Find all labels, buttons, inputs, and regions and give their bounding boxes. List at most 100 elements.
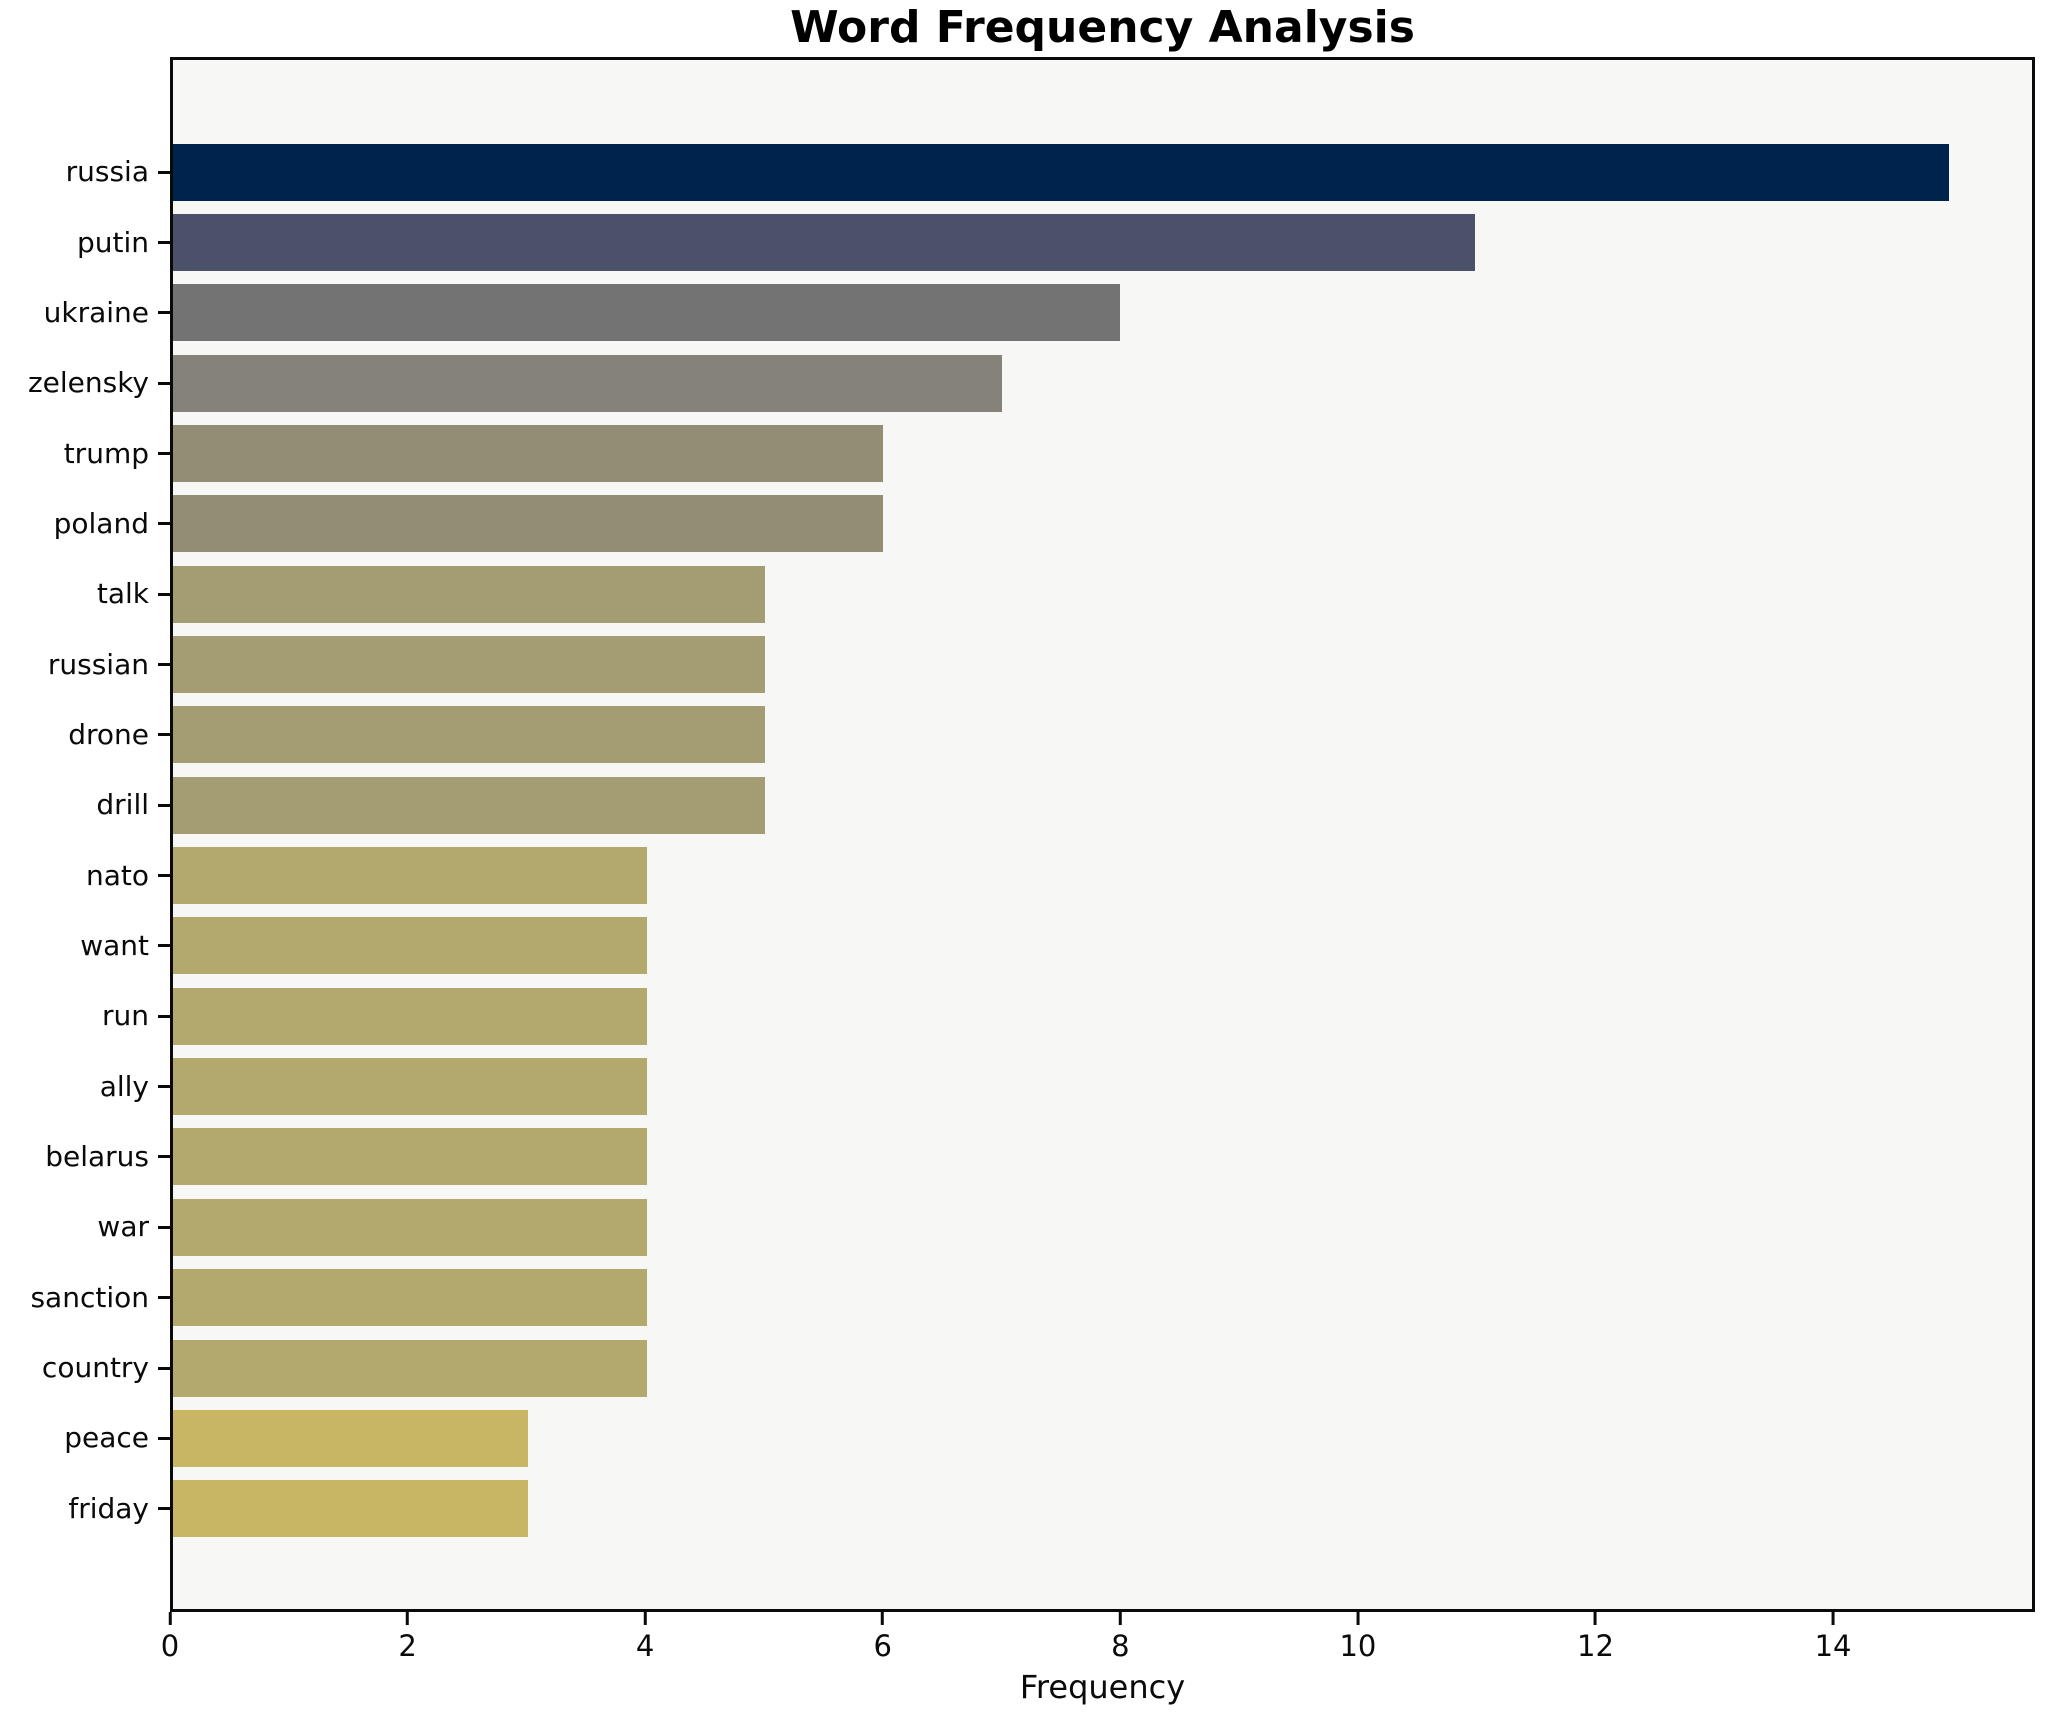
bar-talk bbox=[173, 565, 766, 623]
y-label-row: want bbox=[0, 911, 170, 981]
bar-row bbox=[173, 911, 2032, 981]
x-tick-label: 2 bbox=[398, 1629, 417, 1663]
y-tick-mark bbox=[158, 1366, 170, 1370]
bar-row bbox=[173, 418, 2032, 488]
x-tick-mark bbox=[406, 1612, 410, 1625]
y-label-russian: russian bbox=[47, 647, 149, 681]
y-label-row: zelensky bbox=[0, 348, 170, 418]
y-tick-mark bbox=[158, 592, 170, 596]
y-label-war: war bbox=[97, 1210, 149, 1244]
x-tick-label: 0 bbox=[160, 1629, 180, 1663]
x-tick-6: 6 bbox=[874, 1612, 892, 1661]
bar-row bbox=[173, 1333, 2032, 1403]
x-tick-2: 2 bbox=[398, 1612, 417, 1663]
bar-ally bbox=[173, 1058, 647, 1116]
x-tick-10: 10 bbox=[1339, 1612, 1376, 1661]
bar-row bbox=[173, 629, 2032, 699]
y-label-ukraine: ukraine bbox=[43, 295, 149, 329]
y-label-row: friday bbox=[0, 1474, 170, 1544]
bar-row bbox=[173, 348, 2032, 418]
x-tick-4: 4 bbox=[636, 1612, 654, 1661]
y-tick-mark bbox=[158, 663, 170, 667]
bars-area bbox=[173, 137, 2032, 1544]
y-label-row: nato bbox=[0, 840, 170, 910]
bar-row bbox=[173, 278, 2032, 348]
y-tick-mark bbox=[158, 1225, 170, 1229]
y-label-ally: ally bbox=[99, 1069, 149, 1103]
y-tick-mark bbox=[158, 1014, 170, 1018]
y-label-row: peace bbox=[0, 1403, 170, 1473]
bar-russia bbox=[173, 143, 1950, 201]
y-label-row: russian bbox=[0, 629, 170, 699]
y-label-run: run bbox=[101, 999, 149, 1033]
y-label-peace: peace bbox=[64, 1421, 149, 1455]
y-tick-mark bbox=[158, 944, 170, 948]
y-tick-mark bbox=[158, 452, 170, 456]
y-label-row: poland bbox=[0, 489, 170, 559]
y-label-russia: russia bbox=[65, 155, 149, 189]
bar-sanction bbox=[173, 1269, 647, 1327]
y-label-putin: putin bbox=[76, 225, 149, 259]
y-label-row: sanction bbox=[0, 1263, 170, 1333]
bar-row bbox=[173, 700, 2032, 770]
bar-want bbox=[173, 917, 647, 975]
y-label-nato: nato bbox=[85, 858, 149, 892]
y-label-drone: drone bbox=[68, 717, 149, 751]
y-tick-mark bbox=[158, 1085, 170, 1089]
x-tick-mark bbox=[1356, 1612, 1360, 1625]
y-label-row: trump bbox=[0, 418, 170, 488]
x-tick-label: 12 bbox=[1577, 1629, 1614, 1663]
bar-peace bbox=[173, 1409, 529, 1467]
bar-run bbox=[173, 987, 647, 1045]
bar-row bbox=[173, 1051, 2032, 1121]
x-tick-label: 6 bbox=[873, 1629, 892, 1663]
y-tick-mark bbox=[158, 311, 170, 315]
bar-row bbox=[173, 559, 2032, 629]
y-tick-mark bbox=[158, 803, 170, 807]
y-label-row: country bbox=[0, 1333, 170, 1403]
bar-drill bbox=[173, 776, 766, 834]
x-tick-label: 10 bbox=[1339, 1629, 1377, 1663]
y-label-row: talk bbox=[0, 559, 170, 629]
y-label-row: drone bbox=[0, 700, 170, 770]
y-label-zelensky: zelensky bbox=[27, 366, 149, 400]
y-label-row: russia bbox=[0, 137, 170, 207]
x-tick-label: 4 bbox=[635, 1629, 655, 1663]
x-tick-0: 0 bbox=[161, 1612, 179, 1661]
y-label-sanction: sanction bbox=[30, 1280, 149, 1314]
x-tick-mark bbox=[1118, 1612, 1122, 1625]
y-tick-mark bbox=[158, 1436, 170, 1440]
bar-row bbox=[173, 840, 2032, 910]
bar-trump bbox=[173, 425, 884, 483]
y-label-row: ukraine bbox=[0, 278, 170, 348]
x-tick-14: 14 bbox=[1815, 1612, 1852, 1661]
bar-country bbox=[173, 1339, 647, 1397]
bar-putin bbox=[173, 214, 1476, 272]
y-label-row: ally bbox=[0, 1051, 170, 1121]
y-tick-mark bbox=[158, 1507, 170, 1511]
y-tick-mark bbox=[158, 874, 170, 878]
y-label-row: run bbox=[0, 981, 170, 1051]
bar-row bbox=[173, 1192, 2032, 1262]
y-label-row: belarus bbox=[0, 1122, 170, 1192]
y-tick-mark bbox=[158, 1296, 170, 1300]
x-tick-12: 12 bbox=[1577, 1612, 1614, 1661]
bar-war bbox=[173, 1198, 647, 1256]
y-label-belarus: belarus bbox=[45, 1139, 149, 1173]
bar-row bbox=[173, 137, 2032, 207]
y-tick-mark bbox=[158, 241, 170, 245]
bar-row bbox=[173, 981, 2032, 1051]
bar-zelensky bbox=[173, 354, 1002, 412]
bar-poland bbox=[173, 495, 884, 553]
bar-friday bbox=[173, 1480, 529, 1538]
chart-title: Word Frequency Analysis bbox=[790, 2, 1415, 53]
bar-row bbox=[173, 489, 2032, 559]
y-label-want: want bbox=[80, 928, 149, 962]
y-label-country: country bbox=[41, 1351, 149, 1385]
bar-row bbox=[173, 770, 2032, 840]
bar-russian bbox=[173, 636, 766, 694]
y-label-row: war bbox=[0, 1192, 170, 1262]
y-axis-labels: russia putin ukraine zelensky trump poland tal… bbox=[0, 137, 170, 1544]
y-tick-mark bbox=[158, 733, 170, 737]
